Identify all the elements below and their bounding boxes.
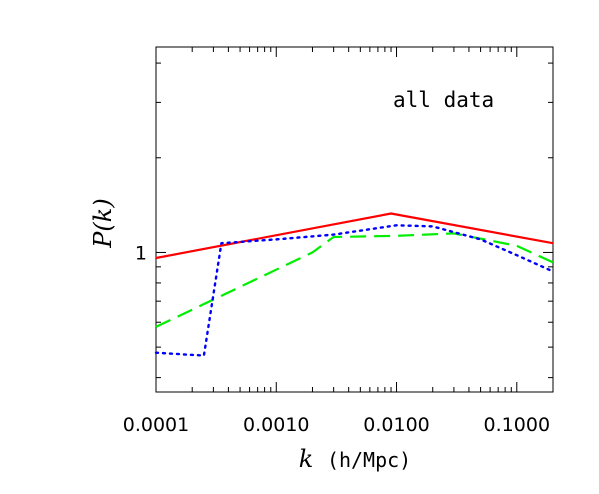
y-axis-label: P(k): [89, 198, 117, 248]
series-line-dashed: [155, 232, 554, 328]
axis-ticks: [155, 47, 554, 392]
x-tick-label: 0.1000: [484, 414, 550, 436]
x-tick-label: 0.0100: [363, 414, 429, 436]
series-layer: [154, 212, 555, 357]
plot-frame: [155, 46, 554, 393]
x-tick-label: 0.0010: [243, 414, 309, 436]
x-axis-label: k (h/Mpc): [299, 445, 411, 473]
series-line-dotted: [154, 224, 555, 357]
tick-labels: 0.0001 0.0010 0.0100 0.1000 1: [123, 242, 550, 436]
x-tick-label: 0.0001: [123, 414, 189, 436]
x-axis-label-symbol: k: [299, 445, 314, 473]
plot-border: [155, 46, 554, 393]
x-axis-label-unit: (h/Mpc): [327, 448, 411, 472]
annotation-all-data: all data: [393, 88, 494, 112]
y-tick-label: 1: [135, 242, 147, 264]
